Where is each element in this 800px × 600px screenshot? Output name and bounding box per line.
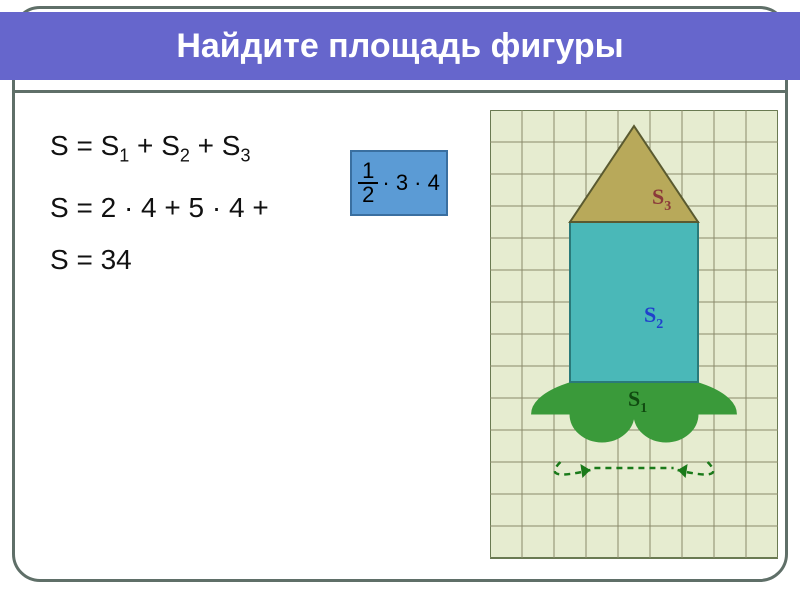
figure-diagram: S3S2S1 bbox=[490, 110, 778, 570]
eq-line-3: S = 34 bbox=[50, 234, 269, 286]
fraction-denominator: 2 bbox=[358, 184, 378, 206]
formula-rest: · 3 · 4 bbox=[382, 170, 439, 196]
eq-line-1: S = S1 + S2 + S3 bbox=[50, 120, 269, 182]
fraction-numerator: 1 bbox=[358, 160, 378, 184]
equations-block: S = S1 + S2 + S3 S = 2 · 4 + 5 · 4 + S =… bbox=[50, 120, 269, 286]
triangle-area-formula-box: 1 2 · 3 · 4 bbox=[350, 150, 448, 216]
header-band: Найдите площадь фигуры bbox=[0, 12, 800, 80]
slide-title: Найдите площадь фигуры bbox=[176, 27, 623, 66]
fraction: 1 2 bbox=[358, 160, 378, 206]
header-underline bbox=[12, 90, 788, 93]
eq-line-2: S = 2 · 4 + 5 · 4 + bbox=[50, 182, 269, 234]
